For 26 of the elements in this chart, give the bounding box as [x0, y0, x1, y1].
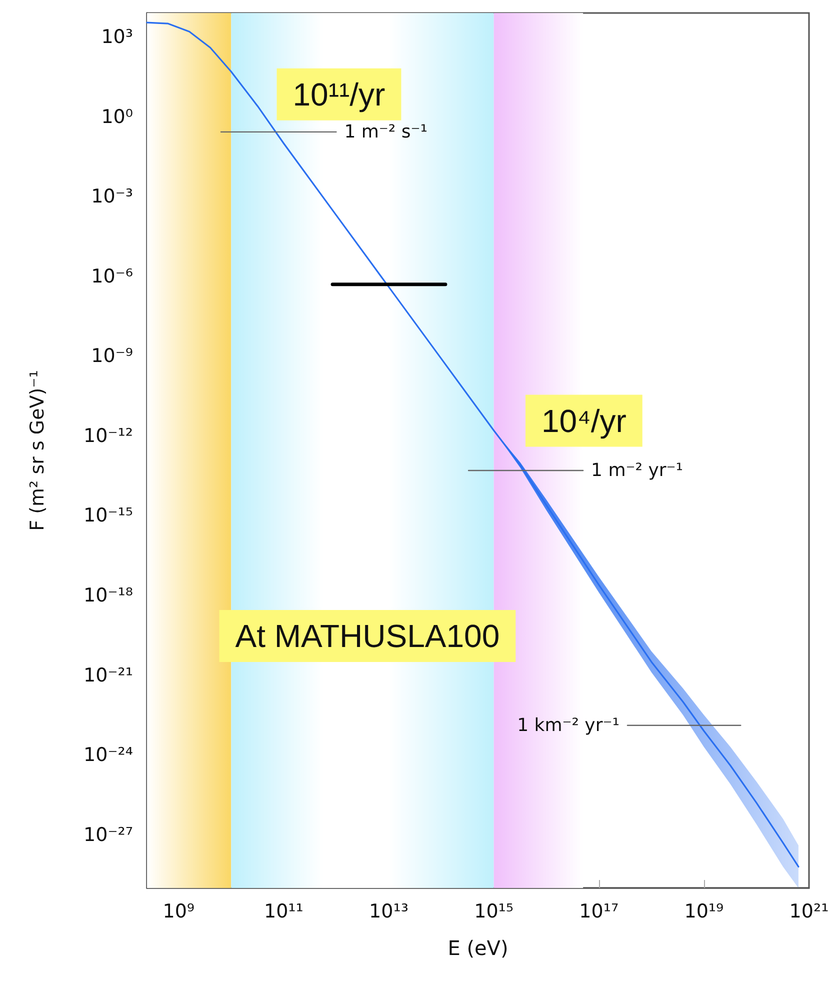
- y-tick-label: 10⁰: [101, 106, 133, 128]
- y-tick-label: 10⁻²⁴: [84, 744, 134, 766]
- x-axis-title: E (eV): [448, 936, 508, 960]
- annotation: 10¹¹/yr: [292, 76, 386, 112]
- y-axis-title: F (m² sr s GeV)⁻¹: [26, 370, 48, 531]
- annotation: 10⁴/yr: [541, 402, 627, 439]
- y-tick-label: 10⁻¹⁸: [84, 584, 133, 606]
- x-tick-label: 10⁹: [162, 900, 195, 922]
- y-tick-label: 10⁻³: [91, 186, 133, 208]
- y-tick-label: 10⁻²⁷: [84, 824, 133, 846]
- x-tick-label: 10¹³: [369, 900, 408, 922]
- x-tick-label: 10¹⁹: [684, 900, 724, 922]
- y-tick-label: 10⁻⁹: [91, 345, 133, 368]
- y-tick-label: 10⁻⁶: [91, 265, 133, 288]
- series-label: 1 m⁻² yr⁻¹: [591, 460, 683, 482]
- x-tick-label: 10¹⁷: [579, 900, 619, 922]
- x-tick-label: 10¹¹: [264, 900, 304, 922]
- y-tick-label: 10⁻²¹: [84, 664, 133, 686]
- series-label: 1 km⁻² yr⁻¹: [517, 714, 620, 736]
- x-tick-label: 10¹⁵: [474, 900, 514, 922]
- annotation: At MATHUSLA100: [235, 618, 500, 654]
- x-tick-label: 10²¹: [789, 900, 829, 922]
- y-tick-label: 10⁻¹⁵: [84, 504, 133, 527]
- y-tick-label: 10⁻¹²: [84, 424, 133, 447]
- series-label: 1 m⁻² s⁻¹: [344, 121, 428, 142]
- y-tick-label: 10³: [101, 26, 133, 48]
